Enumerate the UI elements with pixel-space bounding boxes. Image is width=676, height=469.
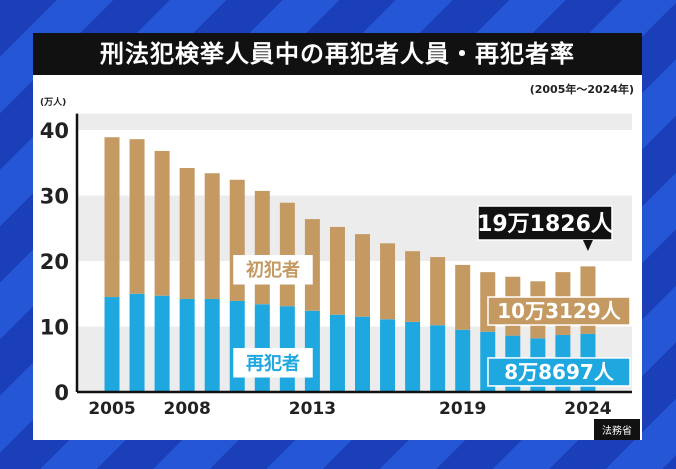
bar-first-2019 bbox=[455, 264, 471, 330]
period-label: (2005年～2024年) bbox=[529, 83, 634, 96]
bar-repeat-2008 bbox=[179, 298, 195, 392]
series-label-repeat: 再犯者 bbox=[246, 352, 300, 374]
x-tick-label: 2005 bbox=[88, 399, 135, 419]
bar-repeat-2005 bbox=[104, 297, 120, 392]
y-tick-label: 0 bbox=[54, 381, 69, 405]
annotation-repeat: 8万8697人 bbox=[504, 360, 615, 384]
bar-repeat-2010 bbox=[229, 300, 245, 392]
annotation-pointer bbox=[582, 240, 593, 251]
x-tick-label: 2024 bbox=[564, 399, 611, 419]
bar-repeat-2018 bbox=[430, 325, 446, 392]
bar-repeat-2017 bbox=[405, 321, 421, 392]
y-tick-label: 40 bbox=[40, 119, 69, 143]
bar-first-2016 bbox=[380, 243, 396, 320]
bar-first-2007 bbox=[154, 150, 170, 296]
bar-repeat-2016 bbox=[380, 319, 396, 392]
bar-repeat-2006 bbox=[129, 293, 145, 392]
x-tick-label: 2013 bbox=[289, 399, 336, 419]
y-tick-label: 10 bbox=[40, 316, 69, 340]
bar-first-2008 bbox=[179, 167, 195, 299]
bar-repeat-2007 bbox=[154, 295, 170, 392]
x-tick-label: 2019 bbox=[439, 399, 486, 419]
chart-title: 刑法犯検挙人員中の再犯者人員・再犯者率 bbox=[33, 33, 642, 75]
annotation-total-box bbox=[477, 205, 613, 241]
annotation-repeat-box bbox=[487, 357, 631, 387]
chart-panel: 刑法犯検挙人員中の再犯者人員・再犯者率 (2005年～2024年) (万人) 0… bbox=[33, 33, 642, 440]
bar-first-2015 bbox=[355, 234, 370, 317]
y-tick-label: 30 bbox=[40, 185, 69, 209]
bar-first-2018 bbox=[430, 257, 446, 326]
bar-repeat-2009 bbox=[204, 298, 220, 392]
annotation-first: 10万3129人 bbox=[497, 299, 621, 323]
bar-first-2009 bbox=[204, 173, 220, 299]
bar-first-2011 bbox=[254, 190, 270, 305]
series-label-repeat-box bbox=[233, 348, 313, 378]
bar-repeat-2015 bbox=[355, 316, 370, 392]
x-tick-label: 2008 bbox=[163, 399, 210, 419]
grid-band bbox=[77, 113, 632, 130]
y-unit-label: (万人) bbox=[40, 98, 67, 108]
bar-first-2017 bbox=[405, 251, 421, 322]
y-tick-label: 20 bbox=[40, 250, 69, 274]
bar-repeat-2014 bbox=[329, 314, 345, 392]
annotation-total: 19万1826人 bbox=[477, 212, 613, 237]
bar-first-2014 bbox=[329, 226, 345, 315]
bar-first-2012 bbox=[279, 202, 295, 307]
annotation-first-box bbox=[487, 296, 631, 326]
series-label-first: 初犯者 bbox=[246, 259, 300, 281]
source-label: 法務省 bbox=[594, 419, 640, 440]
bar-first-2005 bbox=[104, 137, 120, 298]
series-label-first-box bbox=[233, 255, 313, 285]
bar-repeat-2019 bbox=[455, 329, 471, 392]
bar-first-2006 bbox=[129, 139, 145, 294]
